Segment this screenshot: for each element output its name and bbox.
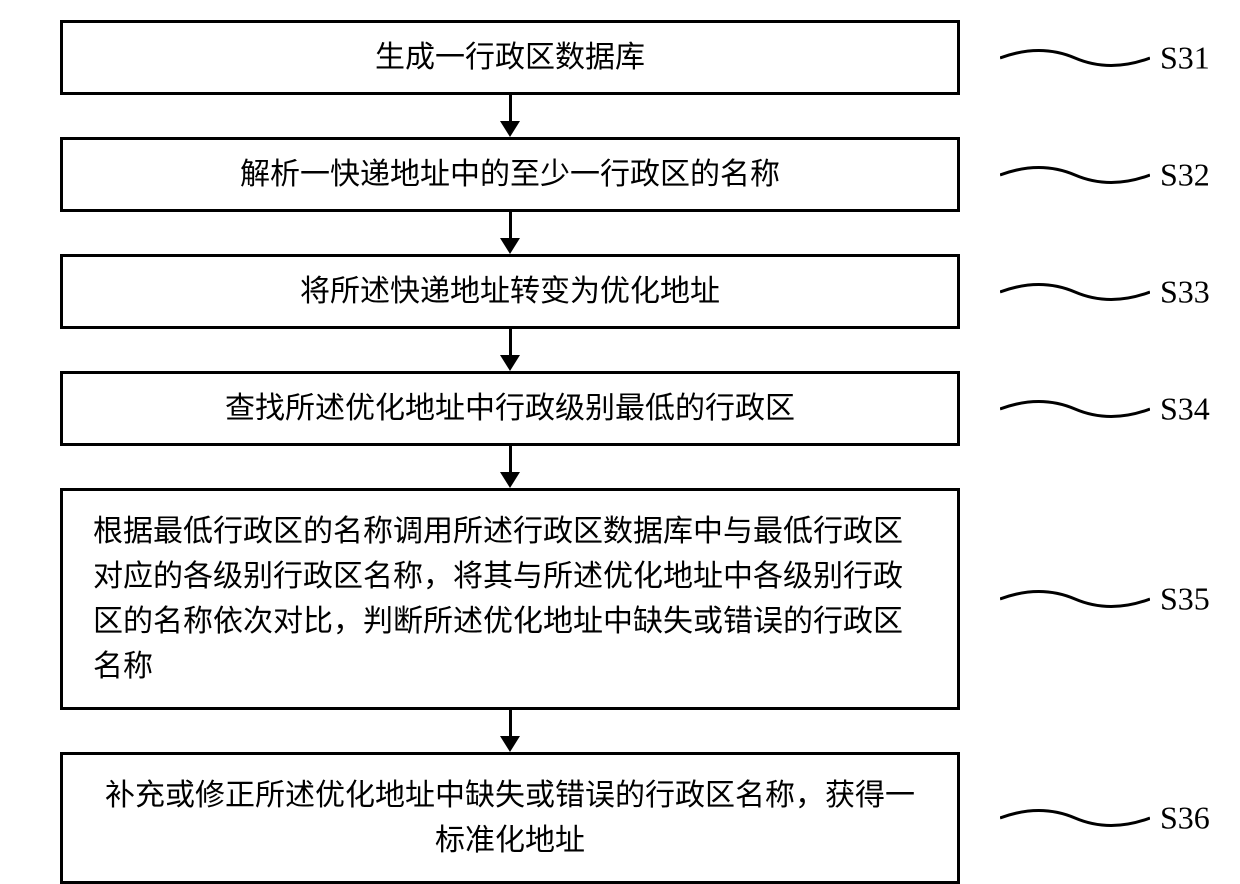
- connector-s31: [1000, 38, 1150, 78]
- connector-s32: [1000, 155, 1150, 195]
- flowchart-container: 生成一行政区数据库 S31 解析一快递地址中的至少一行政区的名称 S32 将: [0, 20, 1240, 884]
- step-container-s31: 生成一行政区数据库 S31: [0, 20, 1240, 95]
- arrow-s35-s36: [60, 710, 960, 752]
- arrow-s31-s32: [60, 95, 960, 137]
- step-text-s36: 补充或修正所述优化地址中缺失或错误的行政区名称，获得一标准化地址: [93, 773, 927, 863]
- connector-s34: [1000, 389, 1150, 429]
- step-label-s31: S31: [1160, 39, 1210, 76]
- step-box-s32: 解析一快递地址中的至少一行政区的名称: [60, 137, 960, 212]
- step-container-s35: 根据最低行政区的名称调用所述行政区数据库中与最低行政区对应的各级别行政区名称，将…: [0, 488, 1240, 710]
- step-label-s33: S33: [1160, 273, 1210, 310]
- step-text-s31: 生成一行政区数据库: [375, 35, 645, 80]
- step-container-s33: 将所述快递地址转变为优化地址 S33: [0, 254, 1240, 329]
- arrow-s34-s35: [60, 446, 960, 488]
- step-text-s35: 根据最低行政区的名称调用所述行政区数据库中与最低行政区对应的各级别行政区名称，将…: [93, 509, 927, 689]
- arrow-s32-s33: [60, 212, 960, 254]
- connector-s33: [1000, 272, 1150, 312]
- connector-s35: [1000, 579, 1150, 619]
- step-box-s31: 生成一行政区数据库: [60, 20, 960, 95]
- step-container-s32: 解析一快递地址中的至少一行政区的名称 S32: [0, 137, 1240, 212]
- step-label-s36: S36: [1160, 800, 1210, 837]
- step-container-s36: 补充或修正所述优化地址中缺失或错误的行政区名称，获得一标准化地址 S36: [0, 752, 1240, 884]
- connector-s36: [1000, 798, 1150, 838]
- step-box-s33: 将所述快递地址转变为优化地址: [60, 254, 960, 329]
- step-text-s34: 查找所述优化地址中行政级别最低的行政区: [225, 386, 795, 431]
- step-container-s34: 查找所述优化地址中行政级别最低的行政区 S34: [0, 371, 1240, 446]
- step-text-s33: 将所述快递地址转变为优化地址: [300, 269, 720, 314]
- step-text-s32: 解析一快递地址中的至少一行政区的名称: [240, 152, 780, 197]
- step-box-s34: 查找所述优化地址中行政级别最低的行政区: [60, 371, 960, 446]
- step-label-s34: S34: [1160, 390, 1210, 427]
- step-label-s32: S32: [1160, 156, 1210, 193]
- step-label-s35: S35: [1160, 581, 1210, 618]
- step-box-s35: 根据最低行政区的名称调用所述行政区数据库中与最低行政区对应的各级别行政区名称，将…: [60, 488, 960, 710]
- step-box-s36: 补充或修正所述优化地址中缺失或错误的行政区名称，获得一标准化地址: [60, 752, 960, 884]
- arrow-s33-s34: [60, 329, 960, 371]
